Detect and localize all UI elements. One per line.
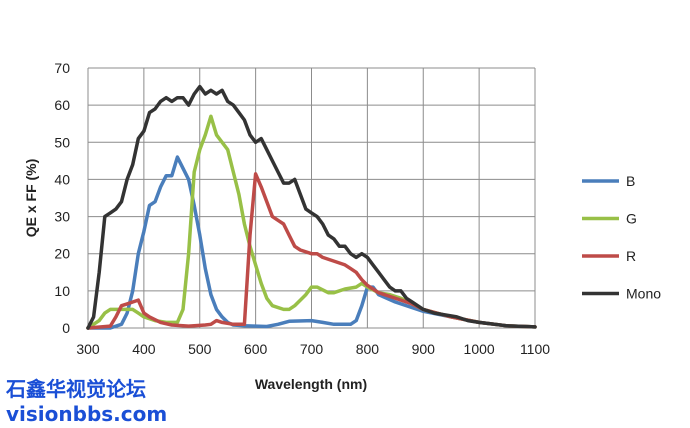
y-tick-label: 70 (54, 60, 70, 76)
y-tick-label: 0 (62, 320, 70, 336)
x-tick-label: 700 (300, 341, 324, 357)
series-line-r (86, 172, 537, 330)
series-line-mono (86, 84, 537, 330)
x-axis-label: Wavelength (nm) (255, 376, 367, 392)
watermark-line2: visionbbs.com (6, 402, 168, 426)
legend-label-g: G (626, 211, 637, 227)
x-tick-label: 400 (132, 341, 156, 357)
y-axis-label: QE x FF (%) (23, 159, 39, 238)
x-tick-labels: 300 400 500 600 700 800 900 1000 1100 (76, 341, 550, 357)
x-tick-label: 600 (244, 341, 268, 357)
series-lines (86, 84, 537, 330)
y-tick-label: 60 (54, 97, 70, 113)
y-tick-label: 10 (54, 283, 70, 299)
x-tick-label: 1000 (464, 341, 495, 357)
y-tick-label: 30 (54, 209, 70, 225)
legend-label-b: B (626, 173, 635, 189)
x-tick-label: 800 (356, 341, 380, 357)
grid (87, 67, 536, 329)
y-tick-label: 40 (54, 171, 70, 187)
legend: B G R Mono (582, 173, 661, 302)
x-tick-label: 500 (188, 341, 212, 357)
watermark-line1: 石鑫华视觉论坛 (6, 377, 146, 401)
y-tick-label: 20 (54, 246, 70, 262)
x-tick-label: 300 (76, 341, 100, 357)
x-tick-label: 900 (412, 341, 436, 357)
legend-label-mono: Mono (626, 286, 661, 302)
y-tick-labels: 0 10 20 30 40 50 60 70 (54, 60, 70, 336)
x-tick-label: 1100 (520, 341, 550, 357)
legend-label-r: R (626, 248, 636, 264)
y-tick-label: 50 (54, 134, 70, 150)
